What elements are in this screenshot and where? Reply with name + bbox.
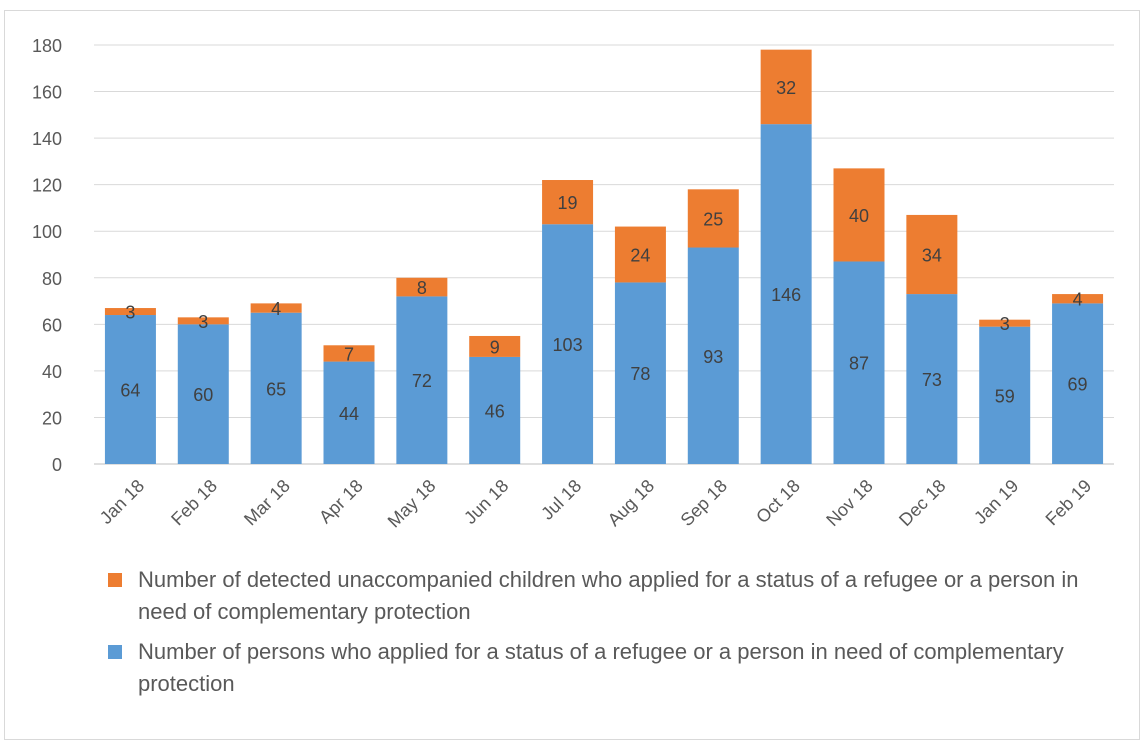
bar-persons	[542, 224, 594, 464]
bar-persons	[979, 326, 1031, 464]
y-tick-label: 80	[42, 269, 62, 289]
bar-persons	[760, 124, 812, 465]
data-label-children: 34	[922, 246, 942, 266]
bar-children	[177, 317, 229, 325]
legend-label-children: Number of detected unaccompanied childre…	[138, 567, 1079, 624]
x-tick-label: Feb 19	[1042, 476, 1096, 530]
bar-children	[760, 49, 812, 125]
x-tick-label: Apr 18	[315, 476, 367, 528]
legend-item-children: Number of detected unaccompanied childre…	[108, 564, 1098, 628]
x-tick-label: Sep 18	[677, 476, 731, 530]
y-tick-label: 0	[52, 455, 62, 475]
bar-children	[104, 308, 156, 316]
x-tick-label: Jul 18	[537, 476, 585, 524]
bar-children	[687, 189, 739, 248]
data-label-persons: 64	[120, 381, 140, 401]
x-tick-label: Oct 18	[752, 476, 804, 528]
data-label-persons: 69	[1068, 375, 1088, 395]
bar-persons	[1052, 303, 1104, 464]
x-tick-label: Feb 18	[167, 476, 221, 530]
data-label-children: 3	[1000, 314, 1010, 334]
data-label-persons: 72	[412, 371, 432, 391]
data-label-children: 4	[1073, 290, 1083, 310]
x-tick-label: Jan 18	[96, 476, 148, 528]
bar-persons	[396, 296, 448, 464]
bar-persons	[323, 361, 375, 464]
legend-item-persons: Number of persons who applied for a stat…	[108, 636, 1098, 700]
bar-children	[396, 277, 448, 297]
bar-persons	[250, 312, 302, 464]
legend-swatch-children	[108, 573, 122, 587]
data-label-children: 25	[703, 209, 723, 229]
data-label-children: 9	[490, 337, 500, 357]
y-tick-label: 100	[32, 222, 62, 242]
data-label-persons: 93	[703, 347, 723, 367]
bar-children	[906, 214, 958, 295]
bar-children	[469, 335, 521, 357]
y-tick-label: 180	[32, 36, 62, 56]
data-label-children: 40	[849, 206, 869, 226]
data-label-persons: 65	[266, 379, 286, 399]
bar-persons	[906, 294, 958, 464]
legend-swatch-persons	[108, 645, 122, 659]
data-label-persons: 103	[553, 335, 583, 355]
data-label-children: 32	[776, 78, 796, 98]
bar-children	[542, 180, 594, 225]
chart-legend: Number of detected unaccompanied childre…	[108, 564, 1098, 700]
data-label-children: 19	[558, 193, 578, 213]
data-label-persons: 73	[922, 370, 942, 390]
y-tick-label: 20	[42, 408, 62, 428]
data-label-persons: 59	[995, 386, 1015, 406]
bar-children	[833, 168, 885, 262]
data-label-persons: 60	[193, 385, 213, 405]
x-tick-label: May 18	[384, 476, 440, 532]
y-tick-label: 120	[32, 176, 62, 196]
bar-children	[614, 226, 666, 283]
data-label-persons: 46	[485, 401, 505, 421]
y-tick-label: 40	[42, 362, 62, 382]
bar-persons	[469, 356, 521, 464]
bar-children	[323, 345, 375, 362]
data-label-persons: 87	[849, 354, 869, 374]
data-label-children: 3	[125, 303, 135, 323]
bar-persons	[687, 247, 739, 464]
x-tick-label: Aug 18	[604, 476, 658, 530]
data-label-persons: 44	[339, 404, 359, 424]
y-tick-label: 160	[32, 83, 62, 103]
data-label-children: 8	[417, 278, 427, 298]
data-label-children: 24	[630, 246, 650, 266]
x-tick-label: Nov 18	[822, 476, 876, 530]
x-tick-label: Jan 19	[970, 476, 1022, 528]
y-tick-label: 60	[42, 315, 62, 335]
data-label-children: 7	[344, 344, 354, 364]
bar-persons	[833, 261, 885, 464]
bar-children	[979, 319, 1031, 327]
data-label-children: 3	[198, 312, 208, 332]
bar-persons	[614, 282, 666, 464]
stacked-bar-chart: 0 20 40 60 80 100 120 140 160 180 64 3 Jan 18 60 3 Feb …	[32, 36, 1114, 532]
bar-persons	[177, 324, 229, 464]
x-tick-label: Mar 18	[240, 476, 294, 530]
bar-persons	[104, 315, 156, 464]
bar-children	[250, 303, 302, 313]
y-tick-label: 140	[32, 129, 62, 149]
bar-children	[1052, 294, 1104, 304]
x-tick-label: Jun 18	[460, 476, 512, 528]
x-tick-label: Dec 18	[895, 476, 949, 530]
data-label-persons: 78	[630, 364, 650, 384]
data-label-persons: 146	[771, 285, 801, 305]
legend-label-persons: Number of persons who applied for a stat…	[138, 639, 1064, 696]
data-label-children: 4	[271, 299, 281, 319]
